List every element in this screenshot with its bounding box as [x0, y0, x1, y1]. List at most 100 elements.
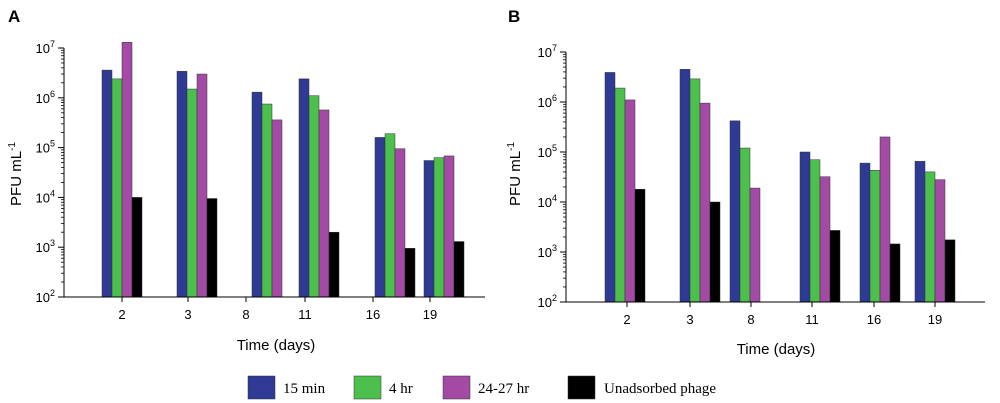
- y-tick-label: 107: [538, 43, 557, 60]
- y-tick-exp: 4: [552, 193, 557, 203]
- bar-unadsorbed-day-16: [889, 243, 901, 303]
- y-tick-exp: 2: [50, 288, 55, 298]
- y-tick-base: 10: [538, 145, 552, 160]
- bar-15min-day-3: [679, 69, 691, 303]
- y-tick-exp: 6: [50, 89, 55, 99]
- svg-text:PFU mL-1: PFU mL-1: [506, 142, 524, 206]
- y-tick-exp: 6: [552, 93, 557, 103]
- bar-4hr-day-16: [869, 170, 881, 303]
- y-tick-label: 106: [538, 93, 557, 110]
- x-tick-label-8: 8: [747, 312, 754, 327]
- y-tick-exp: 5: [552, 143, 557, 153]
- bar-unadsorbed-day-2: [634, 188, 646, 303]
- bar-24-27hr-day-16: [879, 136, 891, 303]
- bar-unadsorbed-day-3: [206, 198, 218, 298]
- y-tick-base: 10: [538, 245, 552, 260]
- bar-15min-day-2: [101, 69, 113, 298]
- bar-24-27hr-day-3: [699, 102, 711, 303]
- y-tick-exp: 4: [50, 188, 55, 198]
- bar-4hr-day-2: [614, 87, 626, 303]
- x-tick-label-16: 16: [366, 307, 380, 322]
- y-tick-exp: 7: [50, 39, 55, 49]
- bar-24-27hr-day-11: [819, 176, 831, 303]
- panel-letter-b: B: [508, 7, 520, 26]
- y-tick-label: 104: [36, 188, 55, 205]
- x-ticks-b: 2 3 8 11 16 19: [623, 302, 942, 327]
- legend-swatch-unadsorbed: [567, 375, 596, 400]
- bars-a: [101, 42, 465, 298]
- y-tick-base: 10: [36, 190, 50, 205]
- bar-15min-day-19: [423, 160, 435, 298]
- x-tick-label-2: 2: [118, 307, 125, 322]
- bar-24-27hr-day-11: [318, 109, 330, 298]
- bar-4hr-day-3: [689, 78, 701, 303]
- y-axis-title-a: PFU mL-1: [7, 142, 25, 206]
- y-tick-base: 10: [36, 91, 50, 106]
- bar-15min-day-16: [374, 137, 386, 298]
- y-tick-exp: 2: [552, 293, 557, 303]
- bar-24-27hr-day-8: [271, 119, 283, 298]
- y-tick-exp: 5: [50, 139, 55, 149]
- x-tick-label-19: 19: [928, 312, 942, 327]
- y-axis-title-sup-a: -1: [7, 142, 18, 151]
- bar-15min-day-11: [799, 151, 811, 303]
- legend-label-unadsorbed: Unadsorbed phage: [604, 381, 716, 397]
- x-tick-label-2: 2: [623, 312, 630, 327]
- bar-15min-day-16: [859, 162, 871, 303]
- bar-4hr-day-11: [308, 95, 320, 298]
- bar-24-27hr-day-3: [196, 73, 208, 298]
- bar-4hr-day-19: [924, 171, 936, 303]
- bar-4hr-day-11: [809, 159, 821, 303]
- bar-4hr-day-3: [186, 88, 198, 298]
- y-tick-label: 105: [36, 139, 55, 156]
- legend-swatch-4hr: [353, 375, 382, 400]
- x-tick-label-3: 3: [686, 312, 693, 327]
- bar-4hr-day-8: [739, 147, 751, 303]
- bar-15min-day-2: [604, 72, 616, 303]
- bar-24-27hr-day-16: [394, 148, 406, 298]
- bar-24-27hr-day-2: [121, 42, 133, 298]
- bar-4hr-day-19: [433, 157, 445, 298]
- y-tick-label: 103: [36, 238, 55, 255]
- bar-unadsorbed-day-19: [944, 239, 956, 303]
- x-tick-label-8: 8: [242, 307, 249, 322]
- y-tick-exp: 3: [50, 238, 55, 248]
- y-tick-base: 10: [538, 195, 552, 210]
- x-tick-label-19: 19: [423, 307, 437, 322]
- x-ticks-a: 2 3 8 11 16 19: [118, 297, 437, 322]
- bars-b: [604, 69, 956, 303]
- y-tick-base: 10: [36, 240, 50, 255]
- x-tick-label-16: 16: [867, 312, 881, 327]
- bar-24-27hr-day-2: [624, 99, 636, 303]
- x-axis-title-b: Time (days): [737, 341, 816, 358]
- y-tick-label: 107: [36, 39, 55, 56]
- y-tick-label: 102: [538, 293, 557, 310]
- y-axis-title-text-b: PFU mL: [507, 151, 524, 206]
- x-tick-label-11: 11: [298, 307, 312, 322]
- y-tick-base: 10: [36, 290, 50, 305]
- bar-4hr-day-8: [261, 103, 273, 298]
- bar-unadsorbed-day-3: [709, 201, 721, 303]
- y-tick-label: 102: [36, 288, 55, 305]
- legend-swatch-24-27hr: [442, 375, 471, 400]
- panel-letter-a: A: [8, 7, 20, 26]
- y-tick-exp: 7: [552, 43, 557, 53]
- bar-unadsorbed-day-16: [404, 248, 416, 298]
- x-tick-label-11: 11: [805, 312, 819, 327]
- legend-label-24-27hr: 24-27 hr: [478, 381, 529, 397]
- bar-15min-day-8: [729, 120, 741, 303]
- bar-15min-day-19: [914, 161, 926, 303]
- y-tick-label: 104: [538, 193, 557, 210]
- bar-4hr-day-16: [384, 133, 396, 298]
- bar-unadsorbed-day-19: [453, 241, 465, 298]
- bar-24-27hr-day-19: [443, 155, 455, 298]
- y-tick-base: 10: [538, 95, 552, 110]
- y-tick-label: 106: [36, 89, 55, 106]
- bar-24-27hr-day-8: [749, 187, 761, 303]
- y-axis-title-sup-b: -1: [506, 142, 517, 151]
- bar-15min-day-3: [176, 71, 188, 298]
